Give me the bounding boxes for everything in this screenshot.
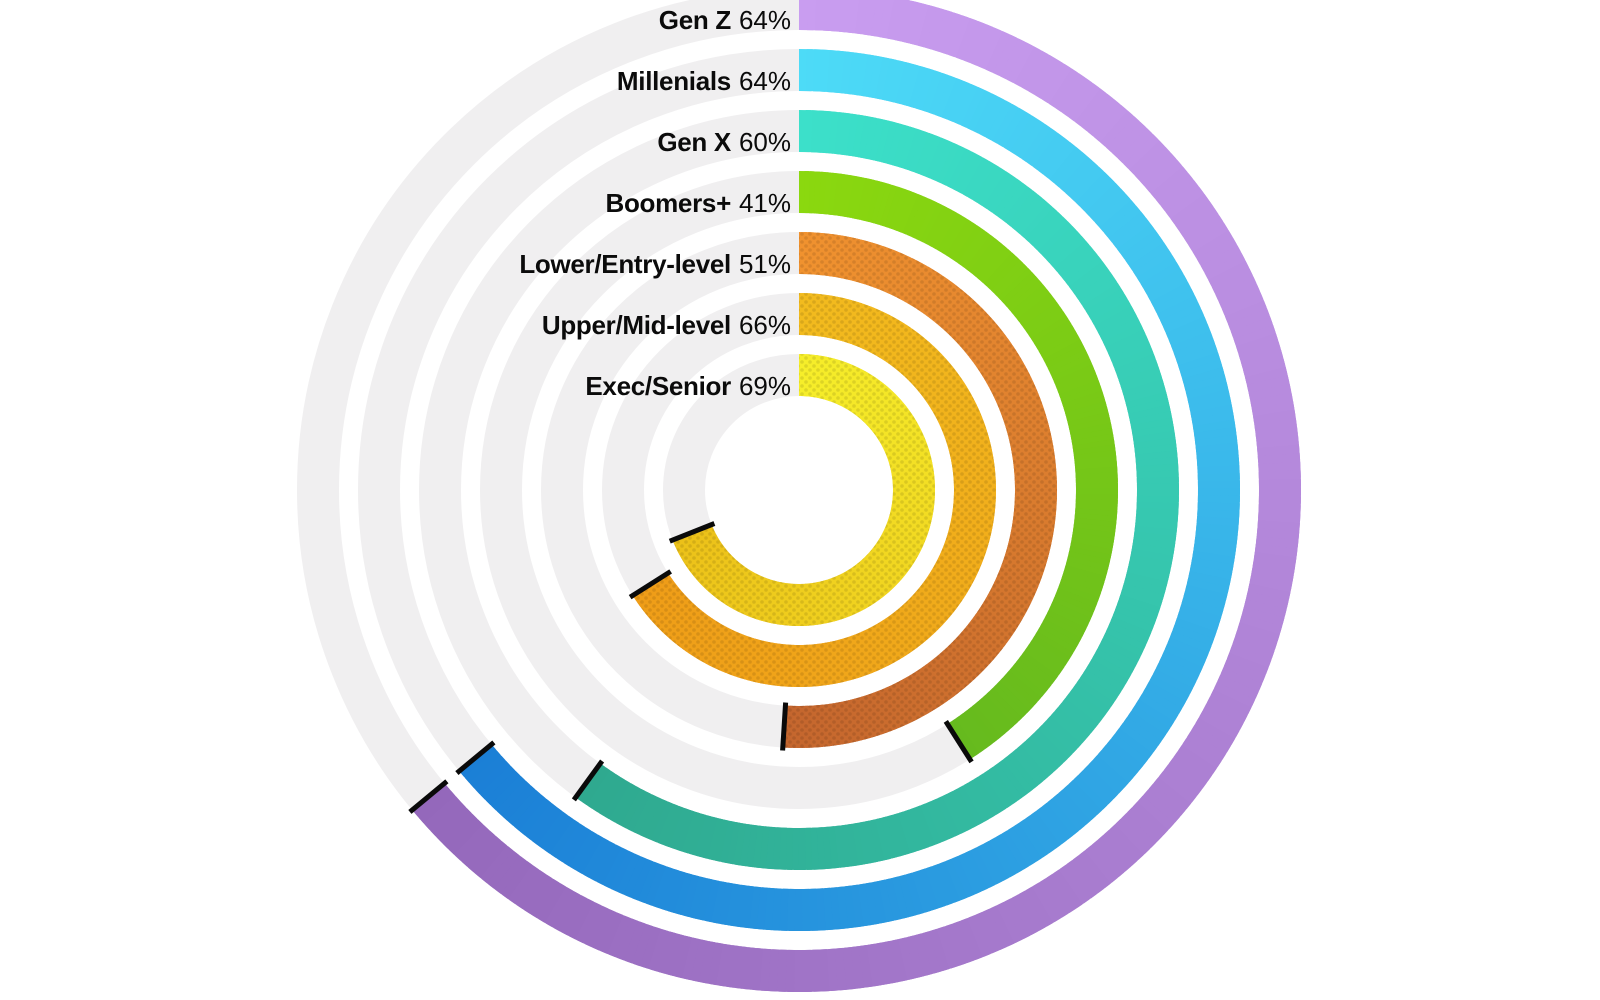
ring-dot-overlay <box>632 293 996 687</box>
ring-label-value: 60% <box>738 127 791 157</box>
ring-label-value: 41% <box>738 188 791 218</box>
ring-exec-senior <box>663 354 936 627</box>
ring-gen-x <box>419 110 1180 871</box>
ring-label-name: Gen X <box>657 127 731 157</box>
ring-label-name: Boomers+ <box>605 188 731 218</box>
ring-label-value: 64% <box>738 66 791 96</box>
ring-end-cap <box>571 759 605 802</box>
ring-label-gen-z: Gen Z 64% <box>659 2 791 38</box>
ring-end-cap <box>943 720 974 764</box>
ring-label-name: Upper/Mid-level <box>541 310 731 340</box>
ring-label-upper-mid-level: Upper/Mid-level 66% <box>542 307 791 343</box>
ring-label-value: 66% <box>738 310 791 340</box>
ring-label-boomers: Boomers+ 41% <box>605 185 791 221</box>
ring-label-value: 64% <box>738 5 791 35</box>
ring-end-cap <box>628 569 672 600</box>
ring-label-exec-senior: Exec/Senior 69% <box>585 368 791 404</box>
ring-label-lower-entry-level: Lower/Entry-level 51% <box>519 246 791 282</box>
ring-label-name: Millenials <box>616 66 731 96</box>
ring-label-name: Exec/Senior <box>585 371 731 401</box>
ring-end-cap <box>408 779 449 814</box>
ring-dot-overlay <box>672 354 935 626</box>
ring-label-millenials: Millenials 64% <box>617 63 791 99</box>
ring-label-value: 51% <box>738 249 791 279</box>
ring-lower-entry-level <box>541 232 1058 751</box>
ring-label-gen-x: Gen X 60% <box>657 124 791 160</box>
ring-gen-z <box>297 0 1302 992</box>
ring-end-cap <box>668 521 716 544</box>
ring-label-value: 69% <box>738 371 791 401</box>
ring-label-name: Gen Z <box>658 5 731 35</box>
ring-end-cap <box>455 740 496 775</box>
ring-dot-overlay <box>782 232 1057 748</box>
ring-upper-mid-level <box>602 293 997 688</box>
ring-end-cap <box>780 702 789 751</box>
ring-label-name: Lower/Entry-level <box>519 249 731 279</box>
ring-millenials <box>358 49 1241 932</box>
ring-boomers <box>480 171 1119 809</box>
